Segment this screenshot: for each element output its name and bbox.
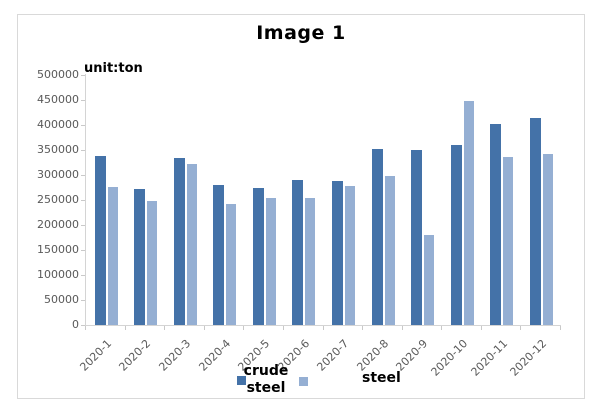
bar-steel-2020-12 (543, 154, 553, 325)
bar-crude-steel-2020-10 (451, 144, 462, 325)
bar-crude-steel-2020-7 (332, 180, 343, 325)
y-axis-tick-label: 0 (72, 318, 79, 331)
y-axis-tick (81, 300, 85, 301)
bar-crude-steel-2020-2 (134, 189, 145, 325)
y-axis-tick-label: 150000 (37, 243, 79, 256)
bar-crude-steel-2020-4 (213, 185, 224, 325)
legend-swatch-steel (299, 377, 308, 386)
x-axis-tick (85, 326, 86, 330)
chart-title: Image 1 (256, 22, 346, 44)
x-axis-tick (481, 326, 482, 330)
x-axis-tick (402, 326, 403, 330)
y-axis-tick (81, 200, 85, 201)
bar-steel-2020-4 (226, 204, 236, 325)
bar-crude-steel-2020-12 (530, 117, 541, 325)
y-axis-tick-label: 500000 (37, 68, 79, 81)
x-axis-tick (243, 326, 244, 330)
y-axis-tick (81, 125, 85, 126)
bar-crude-steel-2020-6 (292, 179, 303, 325)
y-axis-tick-label: 350000 (37, 143, 79, 156)
y-axis-tick-label: 200000 (37, 218, 79, 231)
y-axis-tick (81, 150, 85, 151)
x-axis-tick (560, 326, 561, 330)
y-axis-tick-label: 300000 (37, 168, 79, 181)
x-axis-tick (362, 326, 363, 330)
bar-crude-steel-2020-3 (174, 158, 185, 325)
y-axis-tick (81, 325, 85, 326)
y-axis-tick (81, 100, 85, 101)
y-axis-tick (81, 175, 85, 176)
bar-crude-steel-2020-8 (372, 148, 383, 325)
bar-crude-steel-2020-9 (411, 150, 422, 325)
bar-steel-2020-3 (187, 163, 197, 325)
bar-steel-2020-6 (305, 197, 315, 325)
y-axis-tick (81, 225, 85, 226)
x-axis-tick (283, 326, 284, 330)
y-axis-tick (81, 275, 85, 276)
y-axis-tick-label: 50000 (44, 293, 79, 306)
legend-swatch-crude-steel (237, 376, 246, 385)
bar-crude-steel-2020-11 (490, 123, 501, 325)
bar-steel-2020-5 (266, 197, 276, 325)
y-axis-tick-label: 450000 (37, 93, 79, 106)
bar-steel-2020-7 (345, 185, 355, 325)
bar-steel-2020-8 (385, 176, 395, 325)
y-axis-tick-label: 100000 (37, 268, 79, 281)
y-axis-tick-label: 250000 (37, 193, 79, 206)
legend-label-crude-steel: crude steel (243, 363, 289, 396)
bar-steel-2020-1 (108, 186, 118, 325)
y-axis-tick-label: 400000 (37, 118, 79, 131)
x-axis-tick (125, 326, 126, 330)
bar-crude-steel-2020-5 (253, 187, 264, 325)
bar-steel-2020-10 (464, 100, 474, 325)
x-axis-tick (204, 326, 205, 330)
x-axis-tick (520, 326, 521, 330)
y-axis-tick (81, 75, 85, 76)
y-axis-tick (81, 250, 85, 251)
x-axis-line (85, 325, 561, 326)
bar-steel-2020-11 (503, 156, 513, 325)
legend-label-steel: steel (362, 370, 401, 386)
x-axis-tick (323, 326, 324, 330)
bar-steel-2020-2 (147, 200, 157, 325)
bar-crude-steel-2020-1 (95, 156, 106, 325)
unit-label: unit:ton (84, 61, 143, 76)
x-axis-tick (164, 326, 165, 330)
x-axis-tick (441, 326, 442, 330)
bar-steel-2020-9 (424, 235, 434, 325)
y-axis-line (85, 74, 86, 326)
